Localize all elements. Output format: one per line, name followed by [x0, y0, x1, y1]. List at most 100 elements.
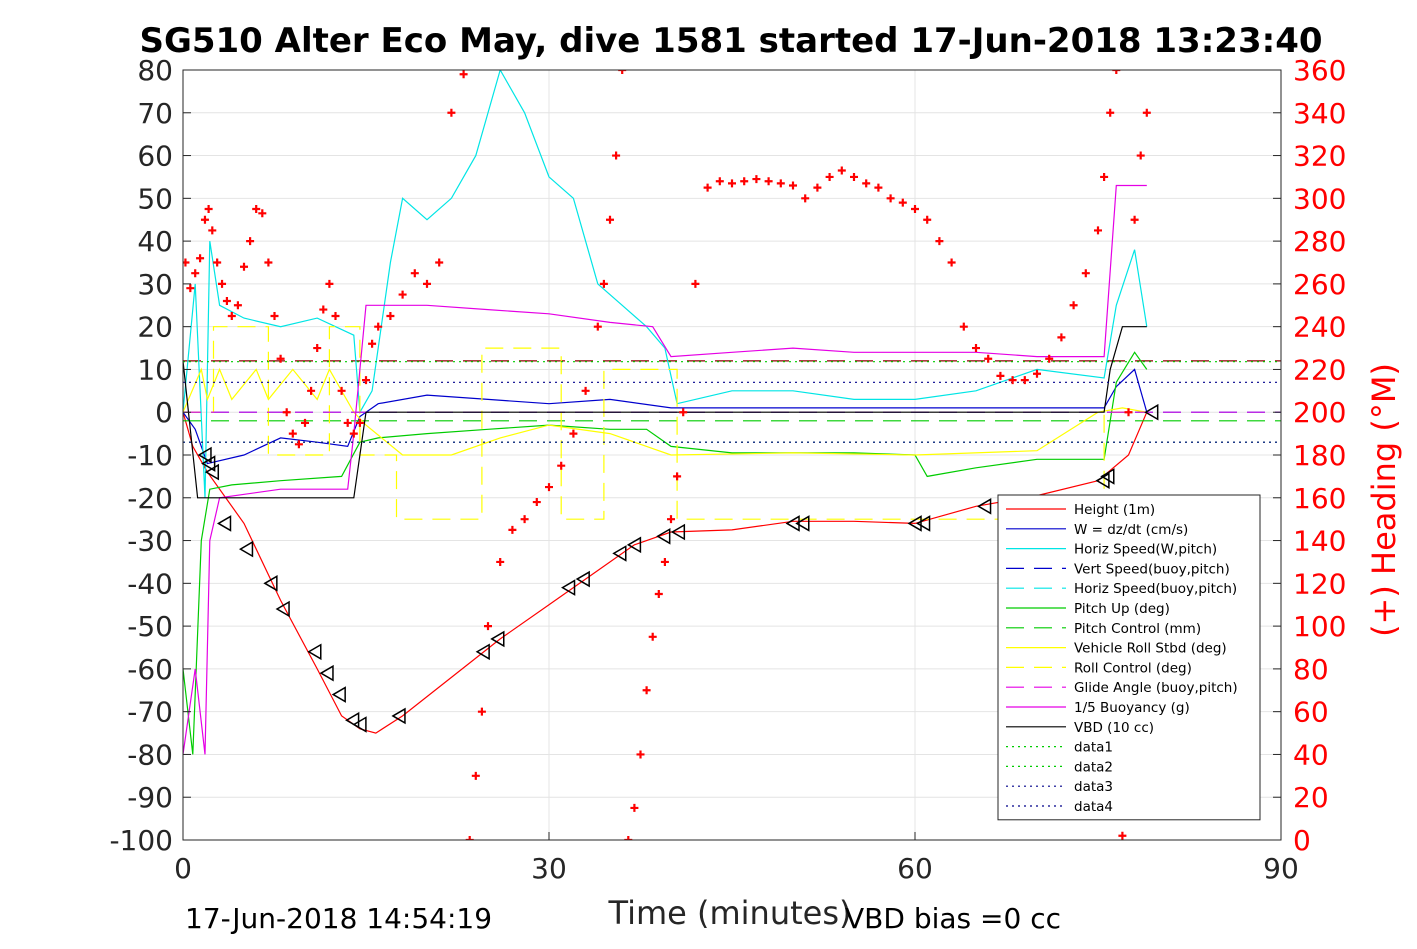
y-tick-label-11: -30: [127, 525, 173, 558]
heading-point-55: [599, 279, 608, 288]
heading-point-0: [183, 258, 190, 267]
heading-point-69: [691, 279, 700, 288]
waypoint-marker-3: [216, 515, 232, 532]
legend-label-15: data4: [1074, 799, 1113, 815]
heading-point-81: [837, 166, 846, 175]
legend-label-14: data3: [1074, 779, 1113, 795]
heading-point-11: [233, 301, 242, 310]
heading-point-41: [459, 70, 468, 79]
heading-point-8: [218, 279, 227, 288]
heading-point-19: [282, 408, 291, 417]
heading-point-108: [1130, 215, 1139, 224]
heading-point-39: [435, 258, 444, 267]
heading-point-66: [667, 515, 675, 524]
footer-timestamp: 17-Jun-2018 14:54:19: [185, 902, 492, 935]
heading-point-90: [947, 258, 956, 267]
legend-label-6: Pitch Control (mm): [1074, 621, 1201, 637]
heading-point-62: [642, 686, 651, 695]
footer-vbd-bias: VBD bias =0 cc: [845, 902, 1061, 935]
waypoint-marker-25: [977, 498, 992, 515]
legend-label-2: Horiz Speed(W,pitch): [1074, 542, 1217, 558]
heading-point-65: [660, 557, 669, 566]
heading-point-72: [728, 179, 736, 188]
heading-point-23: [307, 386, 316, 395]
heading-point-7: [213, 258, 222, 267]
y-tick-label-15: -70: [127, 696, 173, 729]
legend-label-7: Vehicle Roll Stbd (deg): [1074, 641, 1227, 657]
waypoint-marker-18: [626, 536, 642, 554]
heading-point-42: [465, 836, 474, 840]
heading-point-104: [1106, 108, 1115, 117]
axis-ticks: 80706050403020100-10-20-30-40-50-60-70-8…: [109, 54, 1346, 885]
right-tick-label-1: 340: [1293, 97, 1346, 130]
legend-label-5: Pitch Up (deg): [1074, 601, 1170, 617]
right-tick-label-16: 40: [1293, 738, 1329, 771]
heading-point-3: [196, 254, 205, 263]
heading-point-102: [1094, 226, 1102, 235]
y-tick-label-0: 80: [137, 54, 173, 87]
heading-point-74: [752, 175, 761, 184]
heading-point-92: [972, 344, 980, 353]
heading-point-12: [240, 262, 248, 271]
heading-point-67: [673, 472, 682, 481]
legend-label-8: Roll Control (deg): [1074, 660, 1192, 676]
waypoint-marker-7: [307, 643, 322, 661]
y-tick-label-17: -90: [127, 781, 173, 814]
heading-point-97: [1033, 369, 1041, 378]
heading-point-105: [1112, 70, 1121, 74]
heading-point-56: [606, 215, 614, 224]
x-tick-label-0: 0: [174, 852, 192, 885]
heading-point-100: [1069, 301, 1078, 310]
y-tick-label-9: -10: [127, 439, 173, 472]
heading-point-46: [496, 557, 505, 566]
waypoint-marker-10: [345, 711, 360, 729]
heading-point-70: [703, 183, 712, 192]
heading-point-75: [764, 177, 773, 186]
heading-point-49: [532, 498, 541, 507]
right-tick-label-11: 140: [1293, 525, 1346, 558]
heading-point-17: [270, 311, 279, 320]
waypoint-marker-13: [475, 643, 490, 661]
legend-label-3: Vert Speed(buoy,pitch): [1074, 561, 1230, 577]
heading-point-25: [319, 305, 328, 314]
heading-point-68: [679, 408, 688, 417]
heading-point-59: [624, 836, 633, 840]
heading-point-107: [1124, 408, 1133, 417]
y-tick-label-8: 0: [155, 396, 173, 429]
heading-point-50: [545, 483, 553, 492]
heading-point-10: [227, 311, 236, 320]
waypoint-marker-24: [916, 515, 931, 532]
series-line-10: [183, 184, 1147, 755]
heading-point-51: [557, 461, 566, 470]
heading-point-60: [630, 803, 639, 812]
series-line-2: [183, 70, 1148, 498]
series-line-5: [183, 351, 1148, 755]
right-tick-label-3: 300: [1293, 182, 1346, 215]
y-tick-label-1: 70: [137, 97, 173, 130]
heading-point-99: [1057, 333, 1066, 342]
y-tick-label-14: -60: [127, 653, 173, 686]
heading-point-52: [569, 429, 578, 438]
heading-point-43: [471, 771, 480, 780]
heading-point-73: [740, 177, 749, 186]
heading-point-33: [368, 339, 377, 348]
heading-point-16: [264, 258, 273, 267]
y-tick-label-13: -50: [127, 610, 173, 643]
y-tick-label-2: 60: [137, 140, 173, 173]
heading-point-2: [191, 269, 200, 278]
right-tick-label-2: 320: [1293, 140, 1346, 173]
heading-point-64: [654, 590, 663, 599]
waypoint-marker-5: [263, 575, 278, 592]
right-tick-label-4: 280: [1293, 225, 1346, 258]
heading-point-30: [349, 429, 358, 438]
heading-point-38: [423, 279, 431, 288]
right-tick-label-17: 20: [1293, 781, 1329, 814]
right-tick-label-10: 160: [1293, 482, 1346, 515]
heading-point-93: [984, 354, 993, 363]
heading-point-86: [898, 198, 907, 207]
heading-point-14: [252, 205, 261, 214]
waypoint-marker-17: [612, 545, 627, 562]
heading-point-47: [508, 525, 517, 534]
